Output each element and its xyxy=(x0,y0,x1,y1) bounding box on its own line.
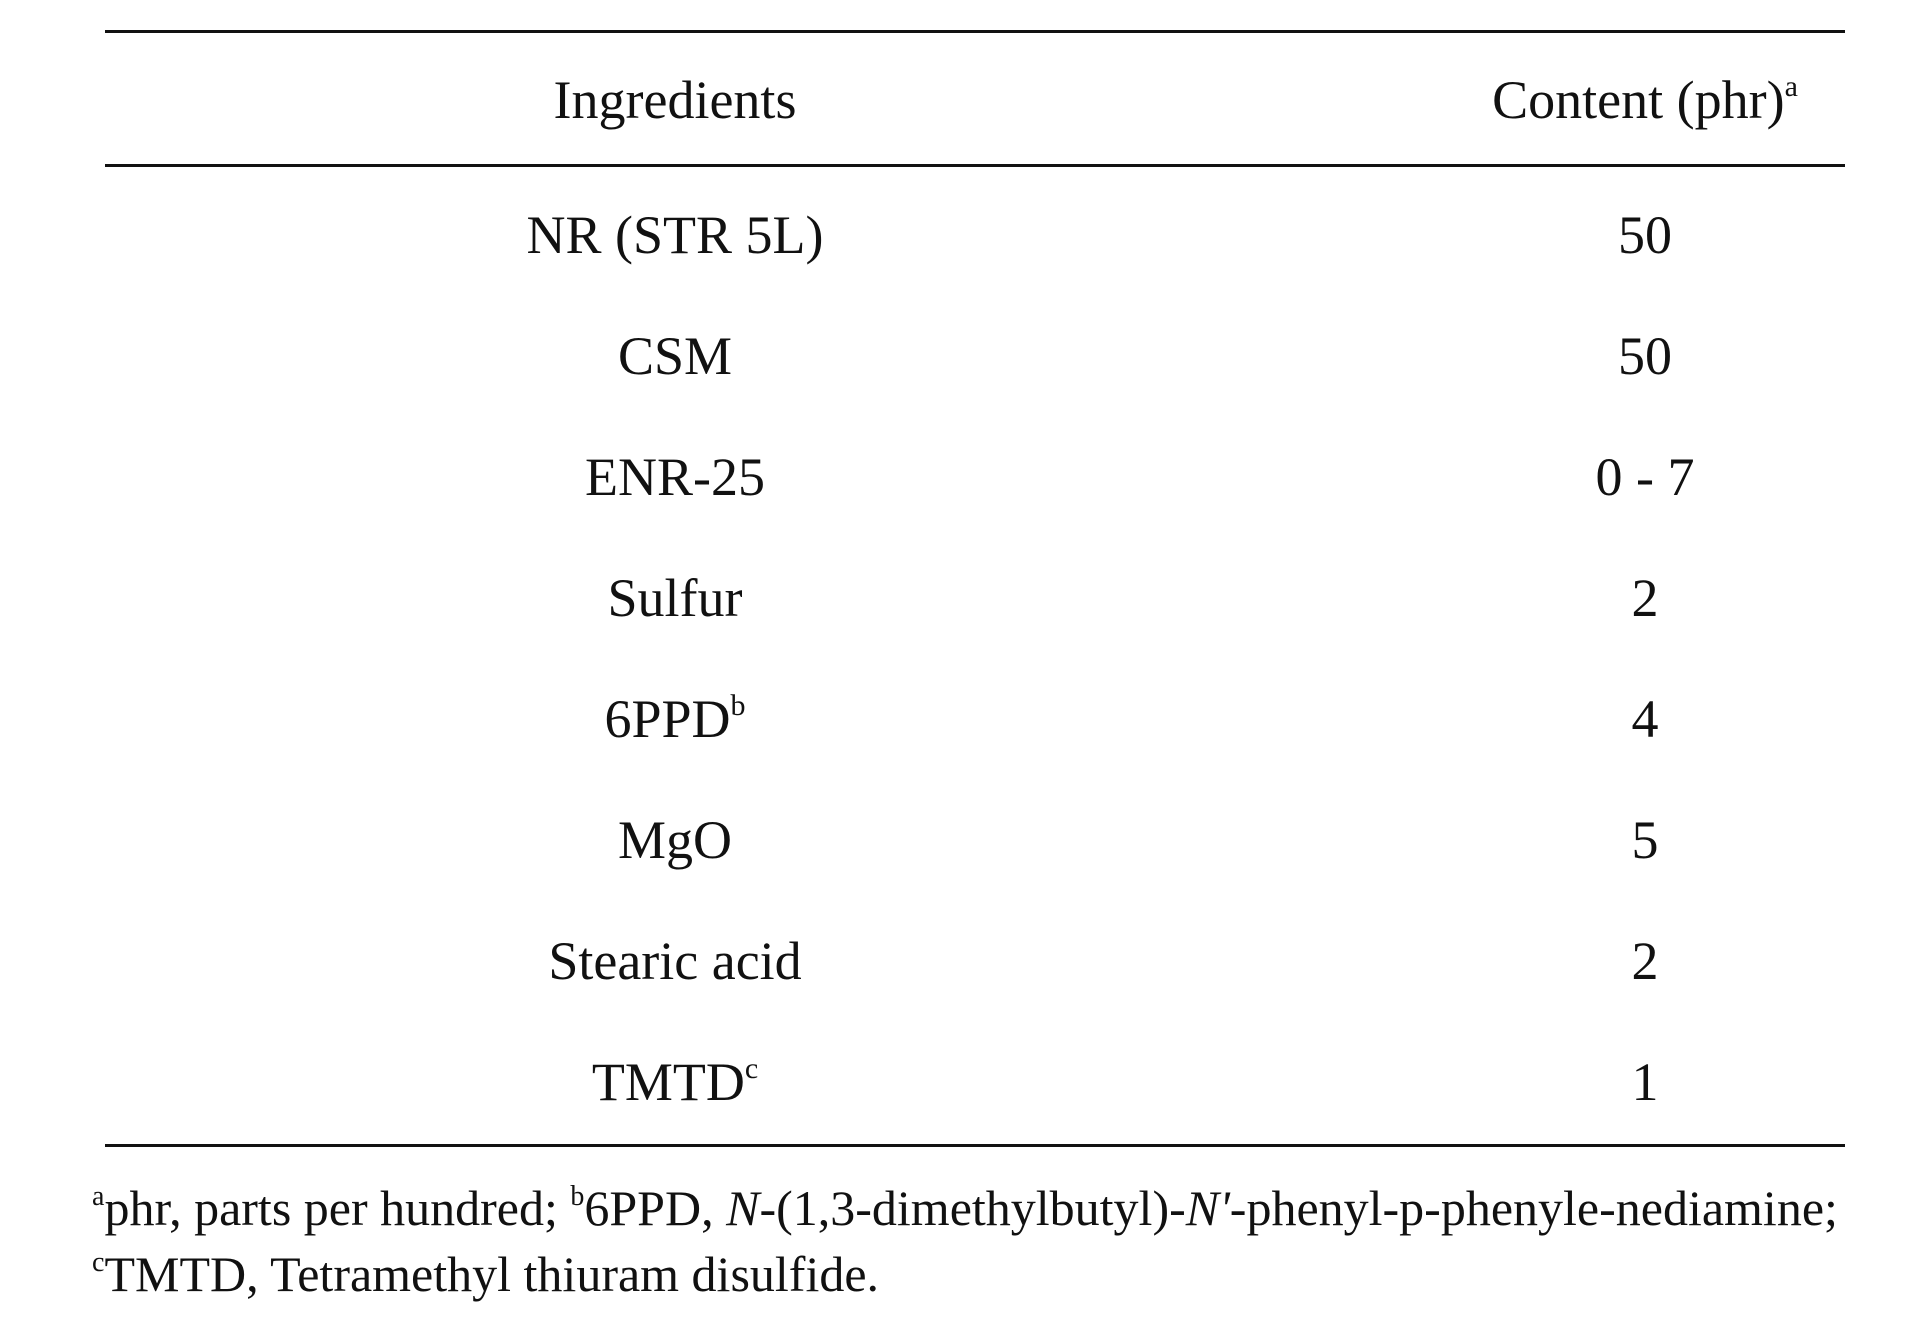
ingredient-name: 6PPD xyxy=(604,689,731,749)
table-top-rule xyxy=(105,30,1845,33)
ingredient-name: NR (STR 5L) xyxy=(526,205,824,265)
content-value: 2 xyxy=(1631,568,1659,628)
content-cell: 1 xyxy=(1115,1052,1921,1112)
ingredient-footnote-mark: c xyxy=(744,1052,759,1085)
ingredient-footnote-mark: b xyxy=(730,689,746,722)
ingredient-name: ENR-25 xyxy=(585,447,765,507)
table-header-row: Ingredients Content (phr)a xyxy=(105,70,1845,130)
table-row: NR (STR 5L) 50 xyxy=(105,205,1845,265)
table-footnote: aphr, parts per hundred; b6PPD, N-(1,3-d… xyxy=(92,1175,1872,1307)
table-row: TMTDc 1 xyxy=(105,1052,1845,1112)
header-content-footnote-mark: a xyxy=(1784,70,1798,103)
footnote-a-text: phr, parts per hundred; xyxy=(104,1180,571,1236)
header-content: Content (phr)a xyxy=(1492,70,1798,130)
footnote-mark-a: a xyxy=(92,1181,105,1212)
content-cell: 0 - 7 xyxy=(1115,447,1921,507)
table-row: MgO 5 xyxy=(105,810,1845,870)
footnote-b-italic: N xyxy=(726,1180,760,1236)
content-value: 4 xyxy=(1631,689,1659,749)
ingredient-cell: NR (STR 5L) xyxy=(105,205,1245,265)
footnote-b-italic: N' xyxy=(1185,1180,1230,1236)
content-value: 50 xyxy=(1618,326,1672,386)
ingredient-name: Sulfur xyxy=(607,568,743,628)
content-value: 0 - 7 xyxy=(1595,447,1695,507)
header-ingredients: Ingredients xyxy=(553,70,797,130)
ingredient-name: MgO xyxy=(617,810,732,870)
ingredient-cell: Stearic acid xyxy=(105,931,1245,991)
table-row: Sulfur 2 xyxy=(105,568,1845,628)
footnote-b-text: -(1,3-dimethylbutyl)- xyxy=(759,1180,1186,1236)
content-cell: 5 xyxy=(1115,810,1921,870)
content-cell: 2 xyxy=(1115,568,1921,628)
content-cell: 50 xyxy=(1115,205,1921,265)
ingredient-cell: CSM xyxy=(105,326,1245,386)
footnote-mark-b: b xyxy=(570,1181,585,1212)
footnote-b-text: 6PPD, xyxy=(584,1180,727,1236)
footnote-c-text: TMTD, Tetramethyl thiuram disulfide. xyxy=(104,1246,880,1302)
table-row: CSM 50 xyxy=(105,326,1845,386)
table-row: Stearic acid 2 xyxy=(105,931,1845,991)
ingredient-name: Stearic acid xyxy=(548,931,802,991)
content-value: 2 xyxy=(1631,931,1659,991)
content-value: 50 xyxy=(1618,205,1672,265)
ingredient-cell: Sulfur xyxy=(105,568,1245,628)
ingredient-cell: TMTDc xyxy=(105,1052,1245,1112)
ingredient-name: CSM xyxy=(617,326,733,386)
footnote-b-text: -phenyl-p-phenyle-nediamine; xyxy=(1229,1180,1838,1236)
table-header-rule xyxy=(105,164,1845,167)
table-bottom-rule xyxy=(105,1144,1845,1147)
content-cell: 2 xyxy=(1115,931,1921,991)
ingredient-cell: ENR-25 xyxy=(105,447,1245,507)
ingredient-cell: 6PPDb xyxy=(105,689,1245,749)
content-cell: 50 xyxy=(1115,326,1921,386)
table-row: 6PPDb 4 xyxy=(105,689,1845,749)
content-cell: 4 xyxy=(1115,689,1921,749)
footnote-mark-c: c xyxy=(92,1247,105,1278)
ingredient-cell: MgO xyxy=(105,810,1245,870)
table-row: ENR-25 0 - 7 xyxy=(105,447,1845,507)
ingredient-name: TMTD xyxy=(591,1052,745,1112)
content-value: 1 xyxy=(1631,1052,1659,1112)
content-value: 5 xyxy=(1631,810,1659,870)
